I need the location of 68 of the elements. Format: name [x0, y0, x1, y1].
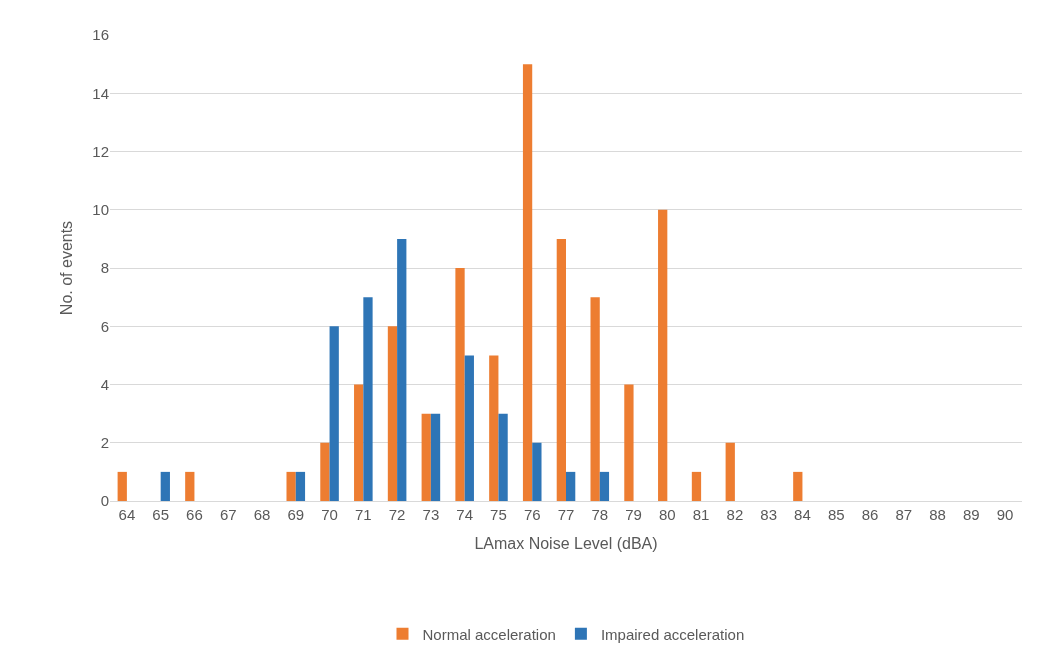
bar [566, 471, 576, 501]
x-tick-label: 85 [827, 506, 845, 523]
y-tick-label: 12 [92, 142, 109, 160]
x-tick-label: 73 [422, 506, 440, 523]
x-tick-label: 84 [794, 506, 811, 523]
x-tick-label: 89 [962, 506, 980, 523]
y-tick-label: 4 [100, 375, 109, 393]
x-tick-label: 78 [591, 506, 609, 523]
bar [363, 297, 373, 501]
bar [556, 238, 566, 501]
bar [599, 471, 610, 501]
bar [117, 471, 127, 501]
x-tick-label: 69 [287, 506, 305, 523]
x-tick-label: 75 [490, 506, 507, 523]
x-tick-label: 86 [861, 506, 879, 523]
bar [793, 471, 803, 501]
bar [295, 471, 306, 501]
bar [464, 355, 474, 501]
bar [387, 326, 398, 501]
bar [329, 326, 339, 501]
x-tick-label: 71 [354, 506, 372, 523]
x-tick-label: 65 [152, 506, 170, 523]
y-axis-title: No. of events [58, 220, 76, 316]
y-tick-label: 2 [100, 434, 109, 451]
bar [185, 471, 195, 501]
x-tick-label: 68 [253, 506, 271, 523]
x-axis-title: LAmax Noise Level (dBA) [474, 534, 658, 552]
x-tick-label: 90 [996, 506, 1014, 523]
bar [498, 413, 508, 501]
bar [354, 384, 364, 501]
x-tick-label: 64 [118, 506, 136, 523]
bar [658, 209, 668, 501]
x-tick-label: 82 [726, 506, 744, 523]
bar [430, 413, 441, 501]
bar [455, 268, 465, 501]
bar [624, 384, 634, 501]
y-tick-label: 0 [100, 492, 109, 510]
x-tick-label: 88 [929, 506, 946, 523]
bar [522, 64, 533, 501]
legend-label: Normal acceleration [422, 625, 556, 643]
bar [590, 297, 600, 501]
legend-label: Impaired acceleration [600, 625, 745, 643]
x-tick-label: 87 [895, 506, 913, 523]
x-tick-label: 81 [692, 506, 710, 523]
x-tick-label: 77 [557, 506, 575, 523]
x-tick-label: 76 [523, 506, 541, 523]
x-tick-label: 67 [219, 506, 237, 523]
y-tick-label: 10 [92, 201, 109, 218]
x-tick-label: 83 [760, 506, 778, 523]
bar [489, 355, 499, 501]
bar [691, 471, 702, 501]
bar [286, 471, 296, 501]
y-tick-label: 16 [92, 26, 109, 44]
bar [421, 413, 431, 501]
x-tick-label: 74 [456, 506, 474, 523]
x-tick-label: 72 [388, 506, 406, 523]
y-tick-label: 8 [100, 259, 109, 277]
bar [397, 238, 407, 501]
x-tick-label: 70 [321, 506, 338, 523]
bar [320, 442, 330, 501]
x-tick-label: 66 [186, 506, 203, 523]
y-tick-label: 6 [100, 317, 109, 335]
bar [160, 471, 170, 501]
y-tick-label: 14 [92, 84, 109, 102]
bar [725, 442, 735, 501]
bar [532, 442, 542, 501]
x-tick-label: 79 [625, 506, 642, 523]
x-tick-label: 80 [658, 506, 676, 523]
